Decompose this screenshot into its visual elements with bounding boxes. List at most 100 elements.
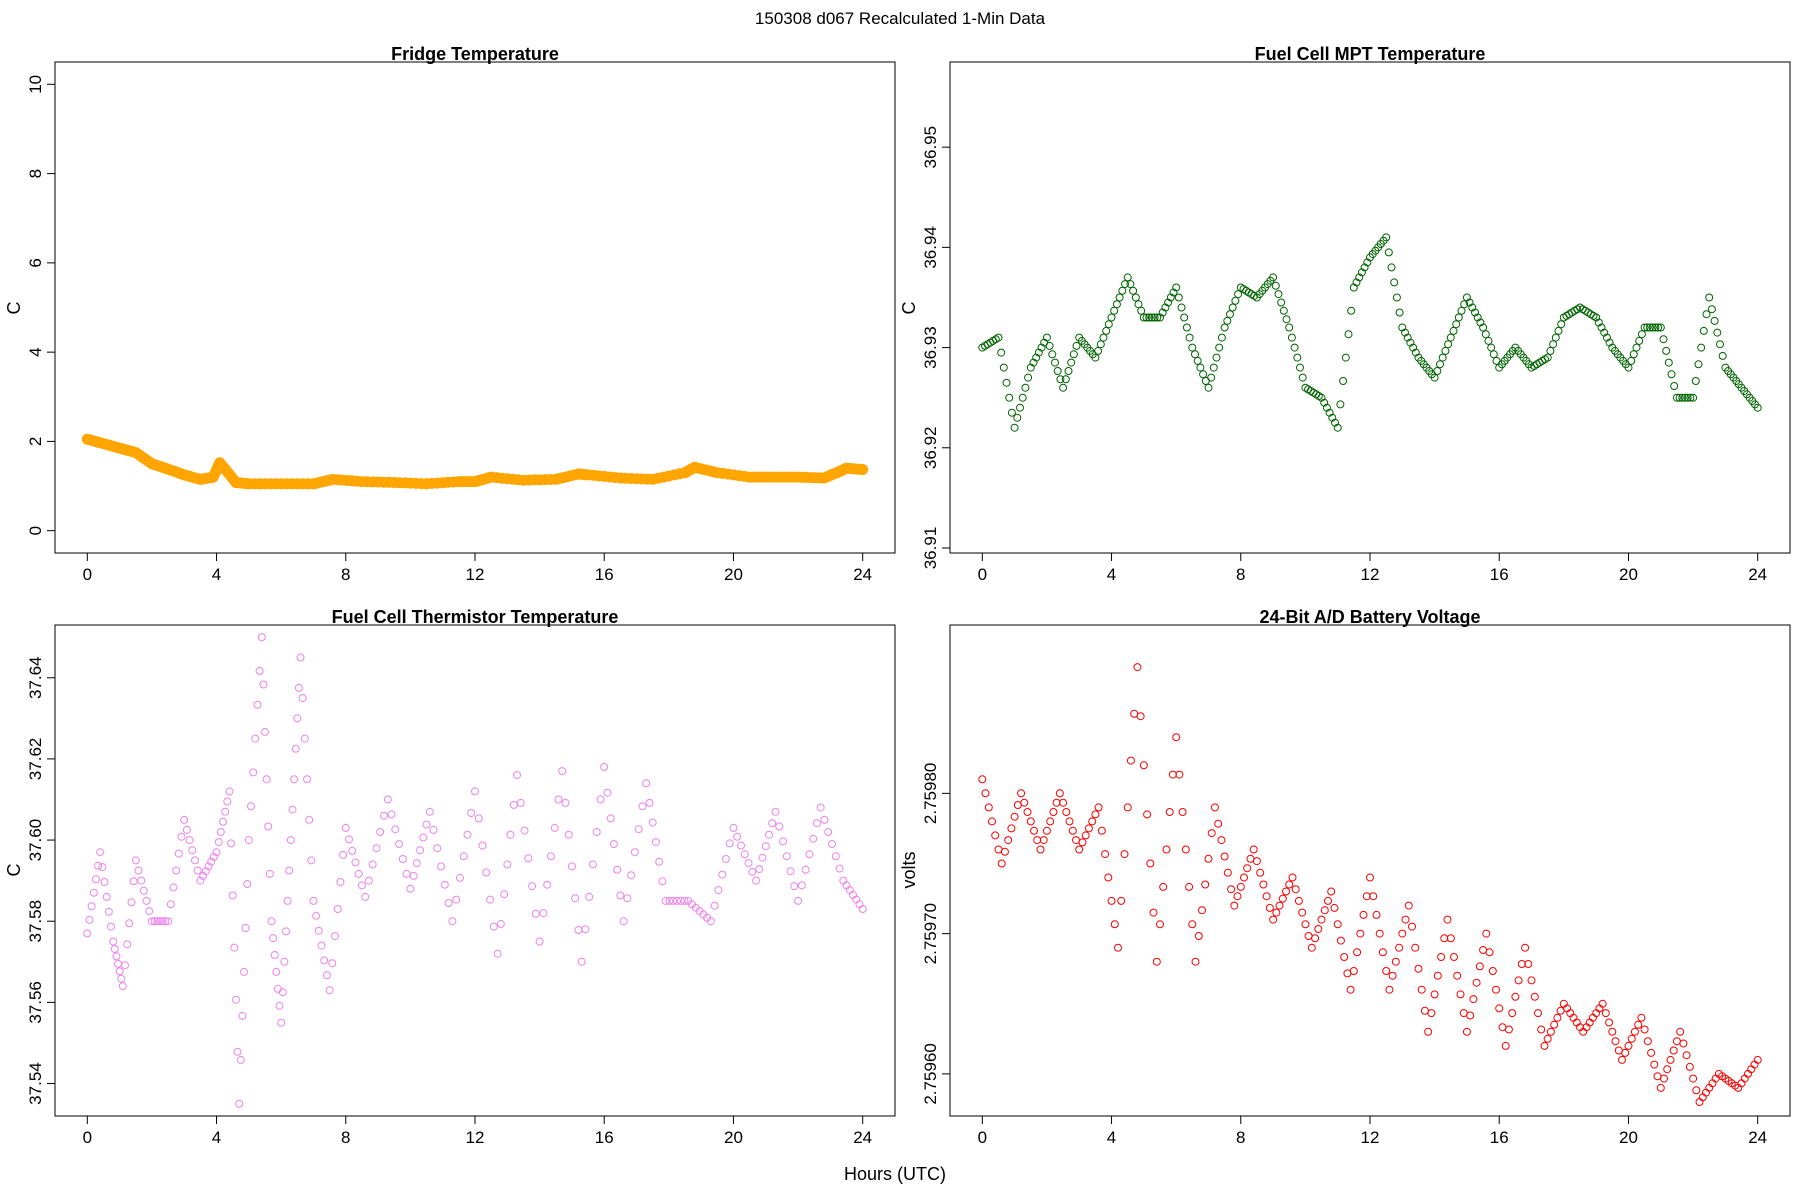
- data-point: [1156, 920, 1164, 929]
- data-point: [999, 363, 1008, 372]
- data-point: [383, 795, 392, 804]
- data-point: [244, 836, 253, 845]
- data-point: [280, 957, 289, 966]
- data-point: [1406, 338, 1415, 347]
- y-tick-label: 37.54: [26, 1062, 45, 1105]
- x-tick-label: 12: [1361, 565, 1380, 584]
- data-point: [1753, 1055, 1762, 1064]
- data-point: [1472, 978, 1481, 987]
- data-point: [786, 867, 795, 876]
- data-point: [1654, 323, 1663, 332]
- data-point: [1013, 801, 1022, 809]
- data-point: [1175, 770, 1184, 779]
- data-point: [1153, 313, 1162, 322]
- data-point: [768, 819, 777, 828]
- plot-frame: [949, 61, 1791, 554]
- data-point: [1549, 340, 1558, 349]
- data-point: [482, 868, 491, 877]
- data-point: [1029, 358, 1038, 367]
- data-point: [710, 901, 719, 910]
- data-point: [1094, 346, 1103, 355]
- data-point: [1107, 313, 1116, 322]
- data-point: [1166, 293, 1175, 302]
- data-point: [1311, 934, 1320, 943]
- data-point: [325, 986, 334, 995]
- data-point: [1456, 990, 1465, 999]
- data-point: [997, 859, 1006, 868]
- data-point: [1452, 320, 1461, 329]
- data-point: [835, 864, 844, 873]
- data-point: [1294, 896, 1303, 905]
- data-point: [285, 866, 294, 875]
- data-point: [718, 870, 727, 879]
- data-point: [831, 852, 840, 861]
- data-point: [117, 974, 126, 983]
- data-point: [680, 896, 689, 905]
- panel-title: Fuel Cell Thermistor Temperature: [332, 607, 619, 627]
- data-point: [354, 869, 363, 878]
- plot-frame: [54, 624, 896, 1117]
- data-point: [161, 917, 170, 926]
- data-point: [1164, 298, 1173, 307]
- data-point: [1330, 903, 1339, 912]
- data-point: [1139, 313, 1148, 322]
- data-point: [1271, 281, 1280, 290]
- data-point: [219, 817, 227, 826]
- data-point: [317, 941, 326, 950]
- data-point: [1002, 378, 1011, 387]
- data-point: [1094, 803, 1103, 812]
- data-point: [115, 967, 124, 976]
- data-point: [794, 896, 803, 905]
- data-point: [1621, 1048, 1630, 1057]
- data-point: [433, 844, 442, 853]
- data-point: [1314, 925, 1323, 933]
- data-point: [1465, 298, 1474, 307]
- data-point: [275, 1001, 284, 1010]
- data-points: [978, 233, 1762, 432]
- data-point: [672, 896, 681, 905]
- data-point: [1110, 920, 1119, 929]
- data-point: [1005, 393, 1014, 402]
- data-point: [503, 860, 512, 869]
- data-point: [638, 802, 647, 811]
- data-point: [634, 825, 643, 834]
- data-point: [1159, 882, 1168, 891]
- data-point: [1484, 336, 1493, 345]
- data-point: [253, 700, 262, 709]
- data-point: [339, 850, 348, 859]
- data-point: [988, 817, 996, 826]
- panel-title: Fuel Cell MPT Temperature: [1255, 44, 1486, 64]
- data-point: [1039, 836, 1048, 845]
- data-point: [613, 865, 622, 874]
- data-point: [341, 823, 350, 832]
- data-point: [216, 828, 225, 836]
- data-point: [1021, 383, 1030, 392]
- data-point: [1327, 887, 1336, 896]
- data-point: [139, 886, 148, 895]
- data-point: [1534, 1009, 1542, 1018]
- data-point: [1126, 280, 1135, 289]
- data-point: [328, 959, 337, 968]
- data-point: [212, 848, 221, 857]
- data-point: [765, 830, 773, 839]
- data-point: [1123, 803, 1132, 812]
- data-point: [1052, 798, 1061, 807]
- data-point: [286, 836, 295, 845]
- data-point: [1298, 373, 1307, 382]
- data-point: [1635, 336, 1644, 345]
- data-point: [1489, 350, 1498, 359]
- data-point: [651, 838, 660, 847]
- data-point: [1676, 1027, 1685, 1036]
- data-point: [1053, 367, 1062, 375]
- data-point: [1699, 326, 1708, 335]
- data-point: [273, 984, 282, 993]
- data-point: [1557, 320, 1566, 329]
- data-point: [1169, 288, 1178, 297]
- data-point: [1360, 263, 1369, 272]
- data-point: [1504, 1025, 1513, 1034]
- data-point: [619, 917, 628, 926]
- data-point: [1466, 1011, 1475, 1020]
- data-point: [1702, 310, 1711, 319]
- data-point: [779, 837, 787, 846]
- data-point: [1102, 326, 1111, 335]
